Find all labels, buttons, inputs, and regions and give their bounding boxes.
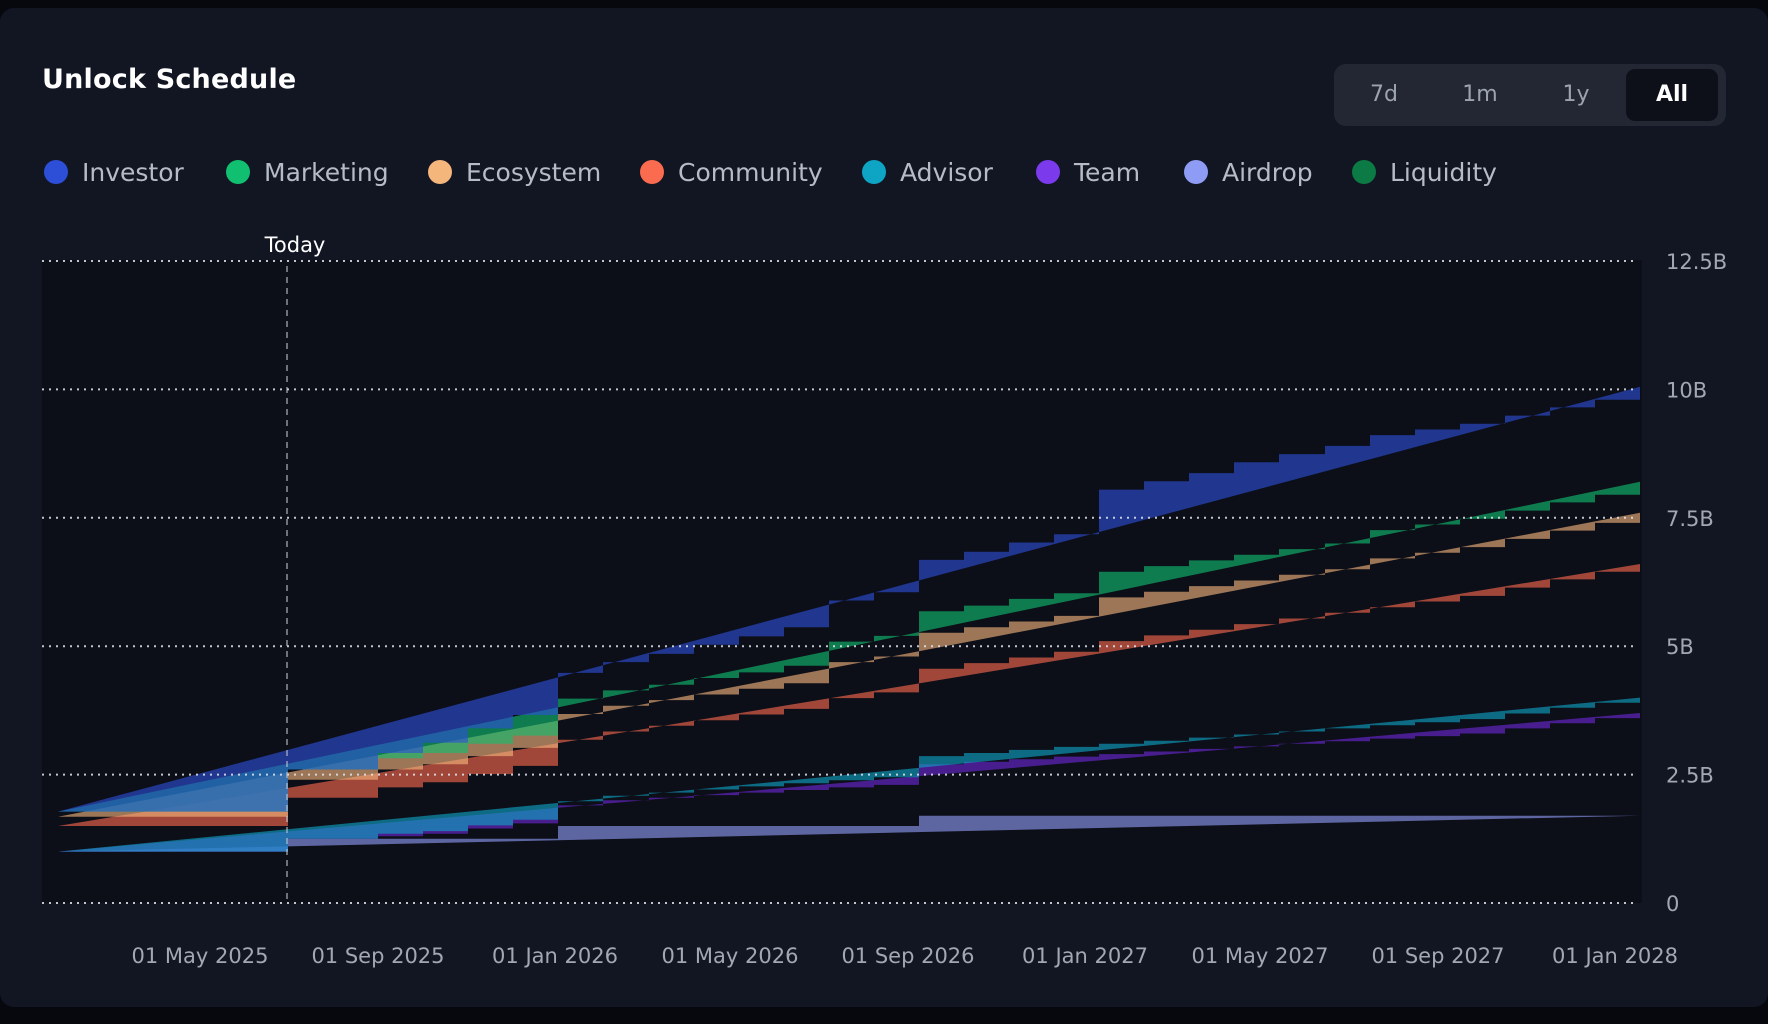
x-tick-label: 01 Jan 2028 <box>1552 944 1678 968</box>
area-investor <box>58 386 1640 812</box>
legend-item-liquidity[interactable]: Liquidity <box>1352 152 1497 192</box>
circle-icon <box>226 160 250 184</box>
y-tick-label: 0 <box>1666 892 1679 916</box>
x-tick-label: 01 May 2025 <box>132 944 269 968</box>
legend-label: Advisor <box>900 157 993 187</box>
legend-item-marketing[interactable]: Marketing <box>226 152 389 192</box>
time-range-selector: 7d 1m 1y All <box>1334 64 1726 126</box>
x-tick-label: 01 May 2027 <box>1192 944 1329 968</box>
circle-icon <box>862 160 886 184</box>
range-7d-button[interactable]: 7d <box>1370 82 1398 107</box>
legend-item-investor[interactable]: Investor <box>44 152 184 192</box>
page-title: Unlock Schedule <box>42 64 297 95</box>
circle-icon <box>44 160 68 184</box>
legend-label: Liquidity <box>1390 157 1497 187</box>
legend-item-airdrop[interactable]: Airdrop <box>1184 152 1313 192</box>
x-tick-label: 01 May 2026 <box>662 944 799 968</box>
circle-icon <box>428 160 452 184</box>
x-tick-label: 01 Sep 2027 <box>1371 944 1504 968</box>
circle-icon <box>1184 160 1208 184</box>
x-tick-label: 01 Jan 2026 <box>492 944 618 968</box>
circle-icon <box>640 160 664 184</box>
area-airdrop <box>58 815 1640 852</box>
x-tick-label: 01 Sep 2025 <box>311 944 444 968</box>
legend-label: Marketing <box>264 157 389 187</box>
legend-item-community[interactable]: Community <box>640 152 823 192</box>
y-tick-label: 10B <box>1666 378 1707 402</box>
x-tick-label: 01 Sep 2026 <box>841 944 974 968</box>
legend-item-advisor[interactable]: Advisor <box>862 152 993 192</box>
legend-label: Community <box>678 157 823 187</box>
y-tick-label: 2.5B <box>1666 764 1714 788</box>
legend-item-ecosystem[interactable]: Ecosystem <box>428 152 601 192</box>
area-team <box>58 713 1640 852</box>
x-tick-label: 01 Jan 2027 <box>1022 944 1148 968</box>
legend-item-team[interactable]: Team <box>1036 152 1140 192</box>
range-1m-button[interactable]: 1m <box>1462 82 1498 107</box>
range-1y-button[interactable]: 1y <box>1562 82 1590 107</box>
unlock-schedule-card: Unlock Schedule 7d 1m 1y All Investor Ma… <box>0 8 1768 1007</box>
legend-label: Airdrop <box>1222 157 1313 187</box>
y-tick-label: 5B <box>1666 635 1694 659</box>
y-tick-label: 12.5B <box>1666 250 1727 274</box>
circle-icon <box>1036 160 1060 184</box>
legend-label: Team <box>1074 157 1141 187</box>
circle-icon <box>1352 160 1376 184</box>
today-label: Today <box>264 233 326 257</box>
range-all-button[interactable]: All <box>1626 69 1718 121</box>
legend-label: Ecosystem <box>466 157 602 187</box>
unlock-schedule-chart: 0 2.5B 5B 7.5B 10B 12.5B 01 May 2025 01 Sep 202… <box>42 233 1727 968</box>
y-tick-label: 7.5B <box>1666 507 1714 531</box>
legend-label: Investor <box>82 157 184 187</box>
